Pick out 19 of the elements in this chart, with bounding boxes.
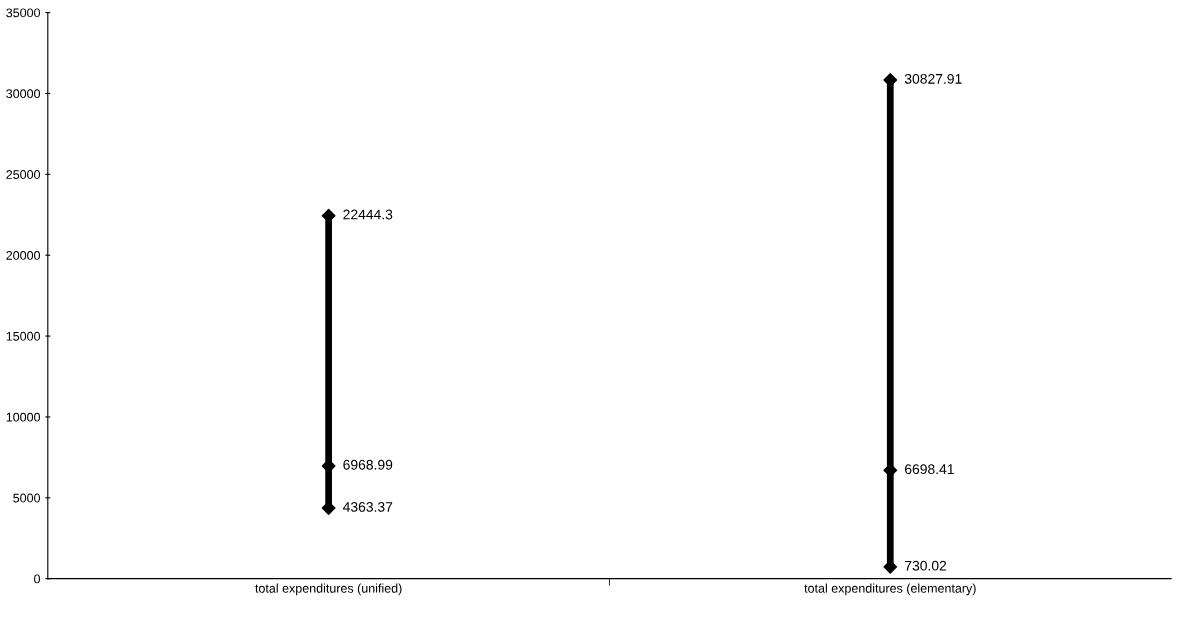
y-tick-label: 5000 bbox=[13, 493, 41, 503]
x-tick-label: total expenditures (unified) bbox=[255, 583, 402, 596]
data-label: 4363.37 bbox=[342, 502, 393, 512]
data-label: 30827.91 bbox=[904, 73, 962, 84]
x-tick-label: total expenditures (elementary) bbox=[804, 583, 976, 596]
y-tick-label: 0 bbox=[34, 574, 41, 584]
data-label: 22444.3 bbox=[343, 209, 393, 220]
data-label: 6698.41 bbox=[905, 464, 954, 475]
point bbox=[321, 501, 336, 516]
y-tick-label: 35000 bbox=[6, 8, 41, 18]
y-tick-label: 15000 bbox=[6, 331, 41, 341]
data-label: 730.02 bbox=[905, 560, 947, 571]
point bbox=[883, 73, 898, 87]
y-tick-label: 10000 bbox=[6, 412, 41, 422]
y-tick-label: 25000 bbox=[6, 170, 41, 179]
y-tick-label: 30000 bbox=[6, 89, 41, 99]
y-tick-label: 20000 bbox=[6, 251, 41, 260]
data-label: 6968.99 bbox=[343, 459, 393, 470]
point bbox=[321, 459, 336, 473]
